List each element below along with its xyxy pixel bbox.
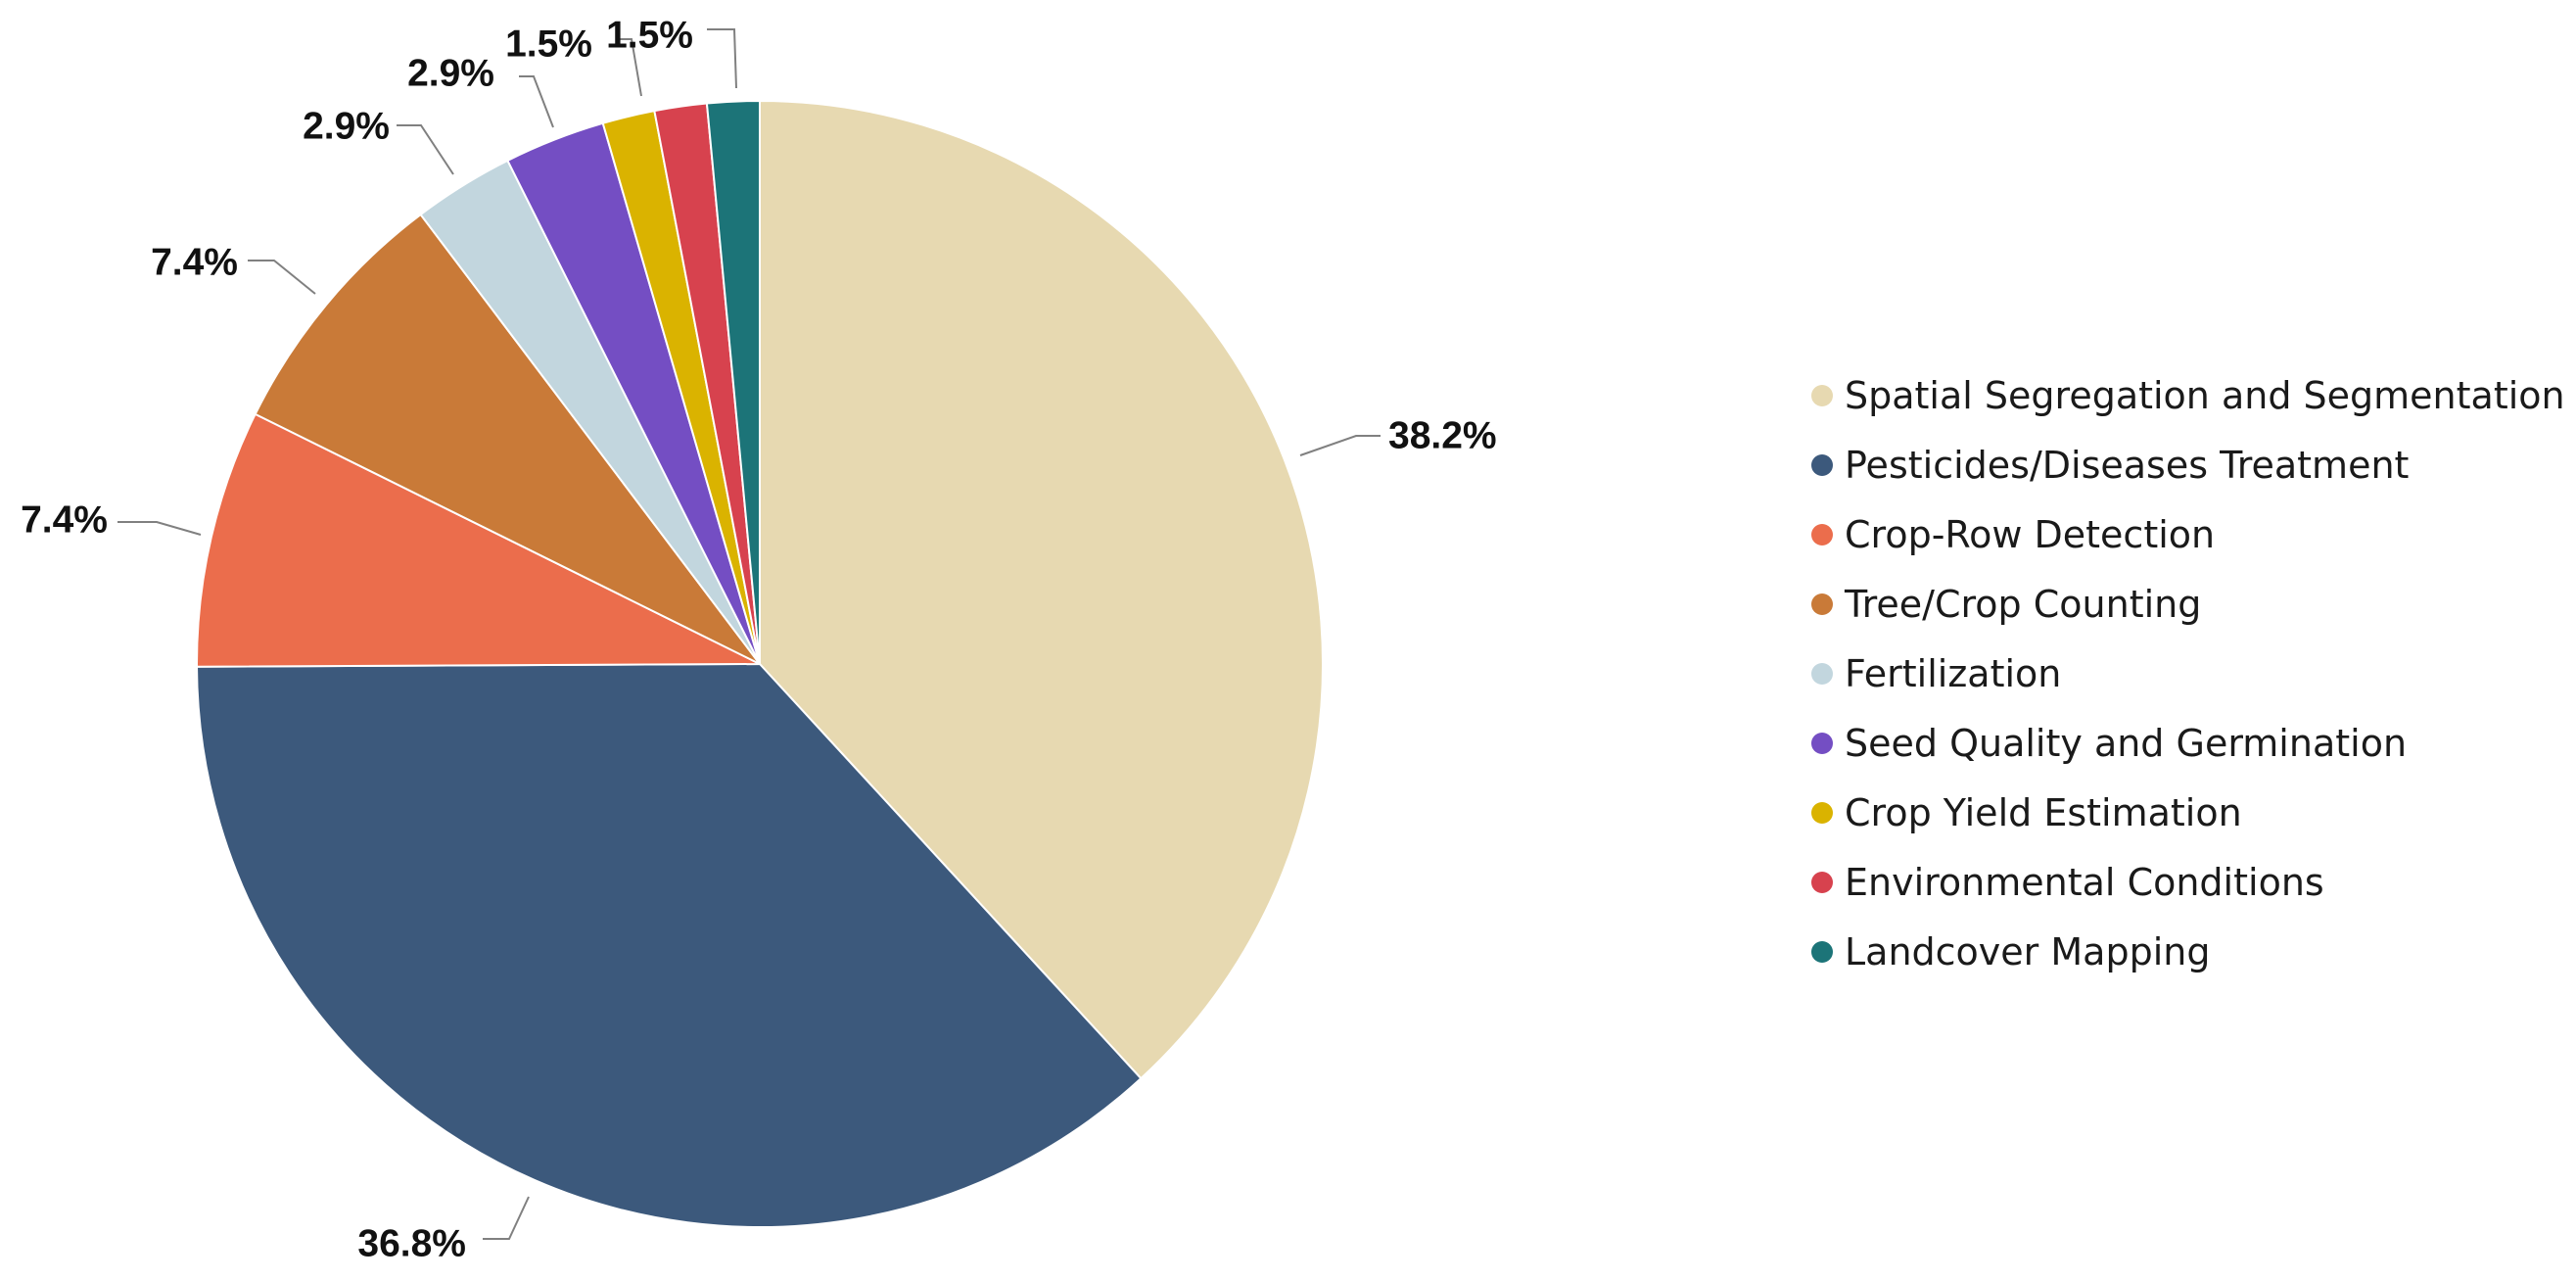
leader-line [1299, 435, 1381, 456]
legend-label: Spatial Segregation and Segmentation [1845, 373, 2565, 417]
leader-line [397, 124, 454, 175]
data-label: 2.9% [407, 52, 494, 94]
leader-line [519, 75, 554, 128]
legend-swatch [1811, 871, 1833, 893]
pie-chart-plot: 38.2% 36.8% 7.4% 7.4% 2.9% 2.9% 1.5% 1.5% [21, 14, 1497, 1264]
legend-item: Seed Quality and Germination [1811, 708, 2565, 778]
data-label: 7.4% [151, 241, 238, 283]
legend-item: Spatial Segregation and Segmentation [1811, 360, 2565, 430]
legend-item: Fertilization [1811, 639, 2565, 708]
pie-slice [196, 662, 1143, 1228]
legend-label: Environmental Conditions [1845, 860, 2324, 904]
data-label: 36.8% [357, 1222, 466, 1264]
leader-line [619, 38, 642, 97]
leader-line [483, 1196, 530, 1240]
legend-label: Fertilization [1845, 651, 2062, 695]
legend-label: Crop-Row Detection [1845, 512, 2216, 556]
legend-swatch [1811, 384, 1833, 406]
legend-label: Tree/Crop Counting [1845, 582, 2202, 626]
legend-item: Tree/Crop Counting [1811, 569, 2565, 639]
legend-label: Seed Quality and Germination [1845, 721, 2408, 765]
legend-item: Crop-Row Detection [1811, 499, 2565, 569]
leader-line [707, 28, 737, 89]
legend-swatch [1811, 523, 1833, 546]
legend-swatch [1811, 940, 1833, 963]
legend-item: Environmental Conditions [1811, 847, 2565, 917]
pie-slice [196, 412, 761, 668]
legend-label: Pesticides/Diseases Treatment [1845, 443, 2410, 487]
legend-item: Pesticides/Diseases Treatment [1811, 430, 2565, 499]
data-label: 1.5% [606, 14, 693, 56]
legend-swatch [1811, 732, 1833, 754]
leader-lines [117, 28, 1381, 1240]
data-label: 38.2% [1388, 414, 1497, 456]
data-label: 2.9% [303, 105, 390, 147]
legend-label: Landcover Mapping [1845, 929, 2211, 973]
leader-line [117, 521, 202, 536]
pie-slice [254, 213, 761, 665]
legend-swatch [1811, 453, 1833, 476]
legend-swatch [1811, 593, 1833, 615]
data-labels: 38.2% 36.8% 7.4% 7.4% 2.9% 2.9% 1.5% 1.5% [21, 14, 1497, 1264]
legend-swatch [1811, 662, 1833, 685]
legend-label: Crop Yield Estimation [1845, 790, 2242, 834]
legend-swatch [1811, 801, 1833, 824]
pie-slices [196, 99, 1324, 1228]
leader-line [248, 260, 316, 295]
chart-legend: Spatial Segregation and Segmentation Pest… [1811, 360, 2565, 986]
pie-slice [759, 99, 1324, 1080]
data-label: 7.4% [21, 498, 108, 541]
legend-item: Crop Yield Estimation [1811, 778, 2565, 847]
data-label: 1.5% [505, 23, 592, 65]
pie-slice [705, 99, 761, 665]
legend-item: Landcover Mapping [1811, 917, 2565, 986]
